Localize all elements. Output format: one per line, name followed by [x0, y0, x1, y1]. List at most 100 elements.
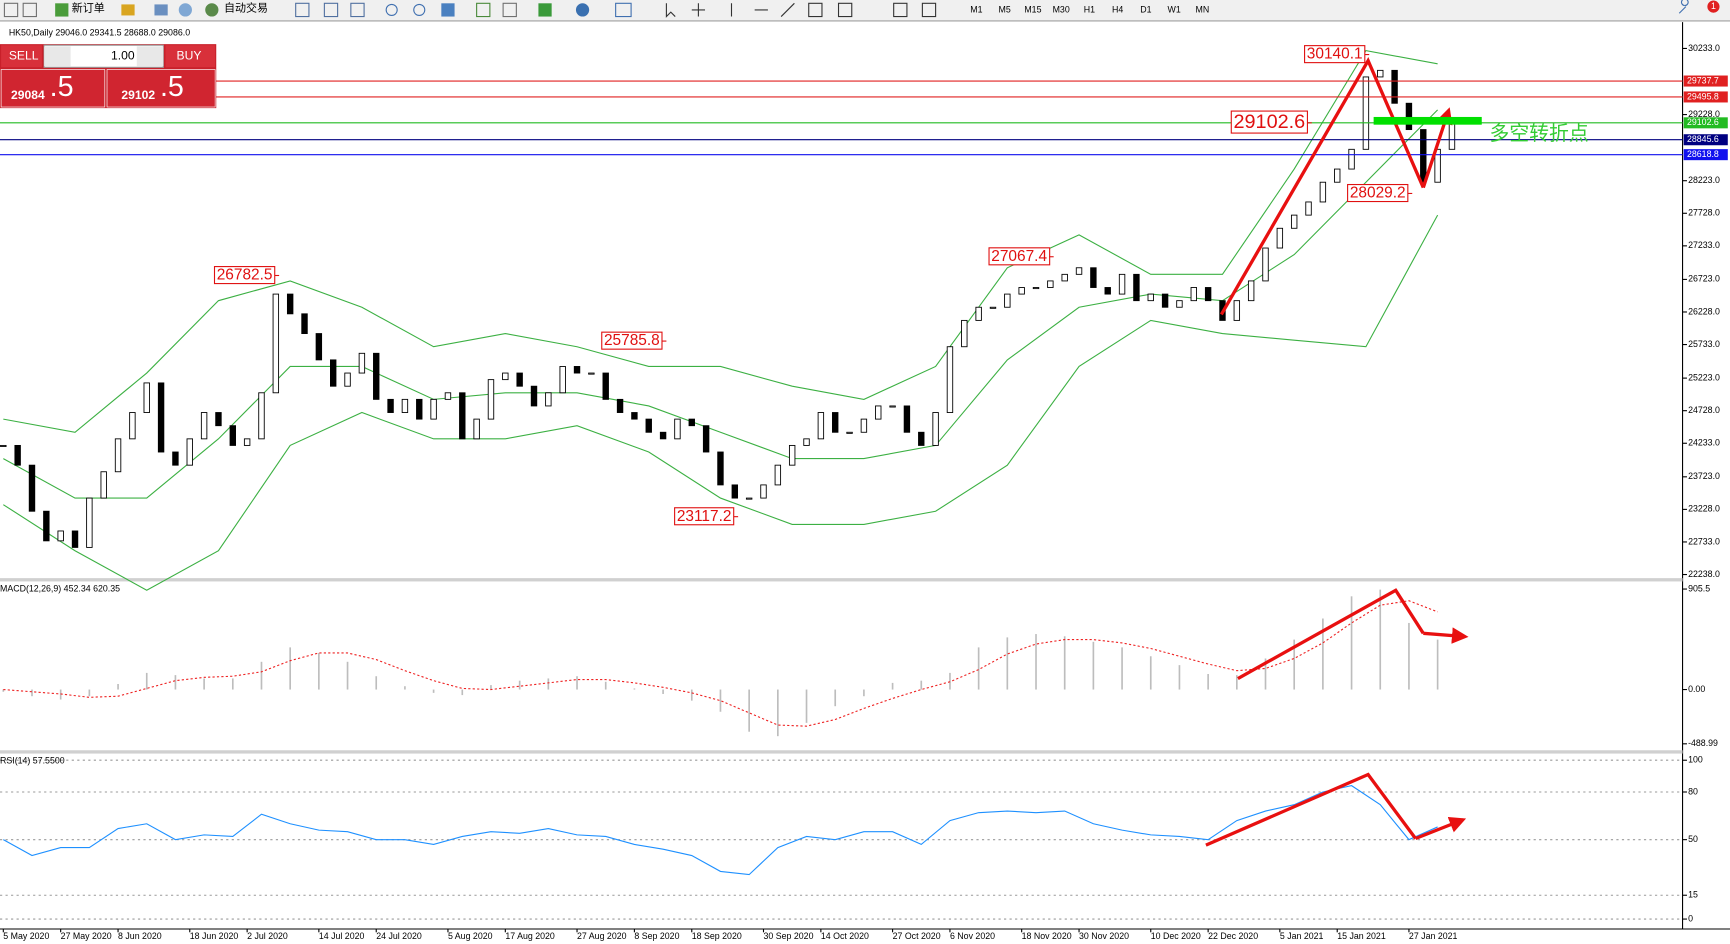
price-level-tag	[1683, 134, 1728, 146]
x-tick-label: 5 Jan 2021	[1280, 931, 1324, 941]
candle	[688, 418, 695, 427]
icon[interactable]	[538, 3, 552, 17]
icon[interactable]	[441, 3, 455, 17]
chart-title: HK50,Daily 29046.0 29341.5 28688.0 29086…	[9, 27, 190, 37]
icon[interactable]	[350, 2, 365, 18]
timeframe-button[interactable]: M30	[1053, 4, 1070, 14]
zoom-in[interactable]	[385, 3, 398, 16]
timeframe-button[interactable]: MN	[1196, 4, 1210, 14]
y-tick-label: 25223.0	[1688, 372, 1720, 382]
timeframe-button[interactable]: M15	[1024, 4, 1041, 14]
timeframe-button[interactable]: D1	[1140, 4, 1151, 14]
icon[interactable]	[22, 2, 37, 18]
candle	[28, 464, 36, 512]
candle	[459, 392, 466, 440]
candle	[832, 412, 839, 433]
icon[interactable]	[323, 2, 339, 18]
timeframe-button[interactable]: H4	[1112, 4, 1123, 14]
candle	[774, 464, 782, 486]
timeframe-button[interactable]: W1	[1168, 4, 1181, 14]
cursor-icon[interactable]	[665, 3, 676, 18]
icon[interactable]	[921, 2, 937, 18]
price-level-label: 28618.8	[1687, 149, 1719, 159]
x-tick-label: 27 May 2020	[61, 931, 112, 941]
x-tick-label: 8 Sep 2020	[634, 931, 679, 941]
candle	[100, 471, 107, 499]
crosshair-icon[interactable]	[691, 3, 706, 17]
notification-badge[interactable]	[1707, 0, 1720, 13]
buy-label[interactable]: BUY	[177, 48, 202, 62]
lots-up[interactable]	[136, 46, 164, 67]
candle	[573, 366, 581, 374]
candle	[186, 438, 193, 466]
ask-box[interactable]	[106, 69, 216, 108]
one-click-trading: SELL 1.00 BUY 29084 .5 29102 .5	[0, 44, 217, 109]
candle	[430, 398, 437, 420]
x-tick-label: 30 Nov 2020	[1079, 931, 1129, 941]
zoom-out[interactable]	[413, 3, 426, 16]
candle	[14, 444, 21, 466]
candle	[1047, 280, 1054, 288]
candle	[1147, 293, 1154, 302]
candle	[1118, 273, 1126, 295]
icon[interactable]	[295, 2, 310, 18]
icon[interactable]	[575, 3, 590, 17]
line-icons[interactable]	[730, 2, 795, 17]
y-tick-label: 27728.0	[1688, 208, 1720, 218]
candle	[1290, 214, 1298, 229]
candle	[1377, 69, 1384, 78]
lots-down[interactable]	[44, 46, 71, 67]
icon[interactable]	[178, 3, 192, 17]
icon[interactable]	[893, 2, 908, 18]
icon[interactable]	[3, 2, 19, 18]
candle	[918, 431, 925, 446]
icon[interactable]	[808, 2, 823, 18]
candle	[1090, 267, 1097, 288]
ask-main[interactable]: 29102	[121, 88, 155, 102]
candle	[1405, 102, 1413, 131]
auto-trading-icon[interactable]	[205, 3, 219, 17]
y-tick-label: 29228.0	[1688, 109, 1720, 119]
sell-label[interactable]: SELL	[9, 48, 39, 62]
candle	[1319, 181, 1327, 203]
icon[interactable]	[502, 2, 517, 18]
panel-separator	[0, 750, 1683, 754]
icon[interactable]	[154, 4, 168, 16]
candle	[846, 431, 853, 434]
auto-trading-label[interactable]: 自动交易	[224, 1, 268, 15]
candle	[1018, 287, 1025, 295]
candle	[1104, 287, 1111, 295]
price-level-label: 29102.6	[1687, 117, 1719, 127]
candle	[745, 497, 753, 500]
candle	[860, 418, 868, 433]
candle	[989, 306, 997, 309]
icon[interactable]	[476, 2, 491, 18]
timeframe-button[interactable]: M1	[970, 4, 982, 14]
lots-value[interactable]: 1.00	[111, 48, 135, 62]
icon[interactable]	[121, 4, 135, 16]
candle	[344, 372, 351, 387]
candle	[1448, 123, 1456, 150]
icon[interactable]	[615, 2, 632, 18]
y-tick-label: 80	[1688, 786, 1698, 796]
price-level-tag	[1683, 149, 1728, 161]
sell-button[interactable]	[1, 45, 42, 68]
search-icon[interactable]	[1678, 0, 1689, 14]
new-order-icon[interactable]	[55, 3, 69, 17]
timeframe-button[interactable]: H1	[1084, 4, 1095, 14]
buy-button[interactable]	[165, 45, 216, 68]
bid-main[interactable]: 29084	[11, 88, 45, 102]
candle	[114, 438, 122, 473]
candle	[516, 372, 523, 387]
candle	[602, 372, 609, 400]
bid-fraction[interactable]: .5	[50, 71, 74, 103]
candle	[961, 319, 968, 348]
x-tick-label: 27 Jan 2021	[1409, 931, 1458, 941]
timeframe-button[interactable]: M5	[999, 4, 1011, 14]
candle	[1262, 247, 1269, 282]
icon[interactable]	[837, 2, 853, 18]
candle	[401, 398, 409, 413]
bid-box[interactable]	[0, 69, 106, 108]
ask-fraction[interactable]: .5	[160, 71, 184, 103]
new-order-label[interactable]: 新订单	[72, 1, 105, 15]
